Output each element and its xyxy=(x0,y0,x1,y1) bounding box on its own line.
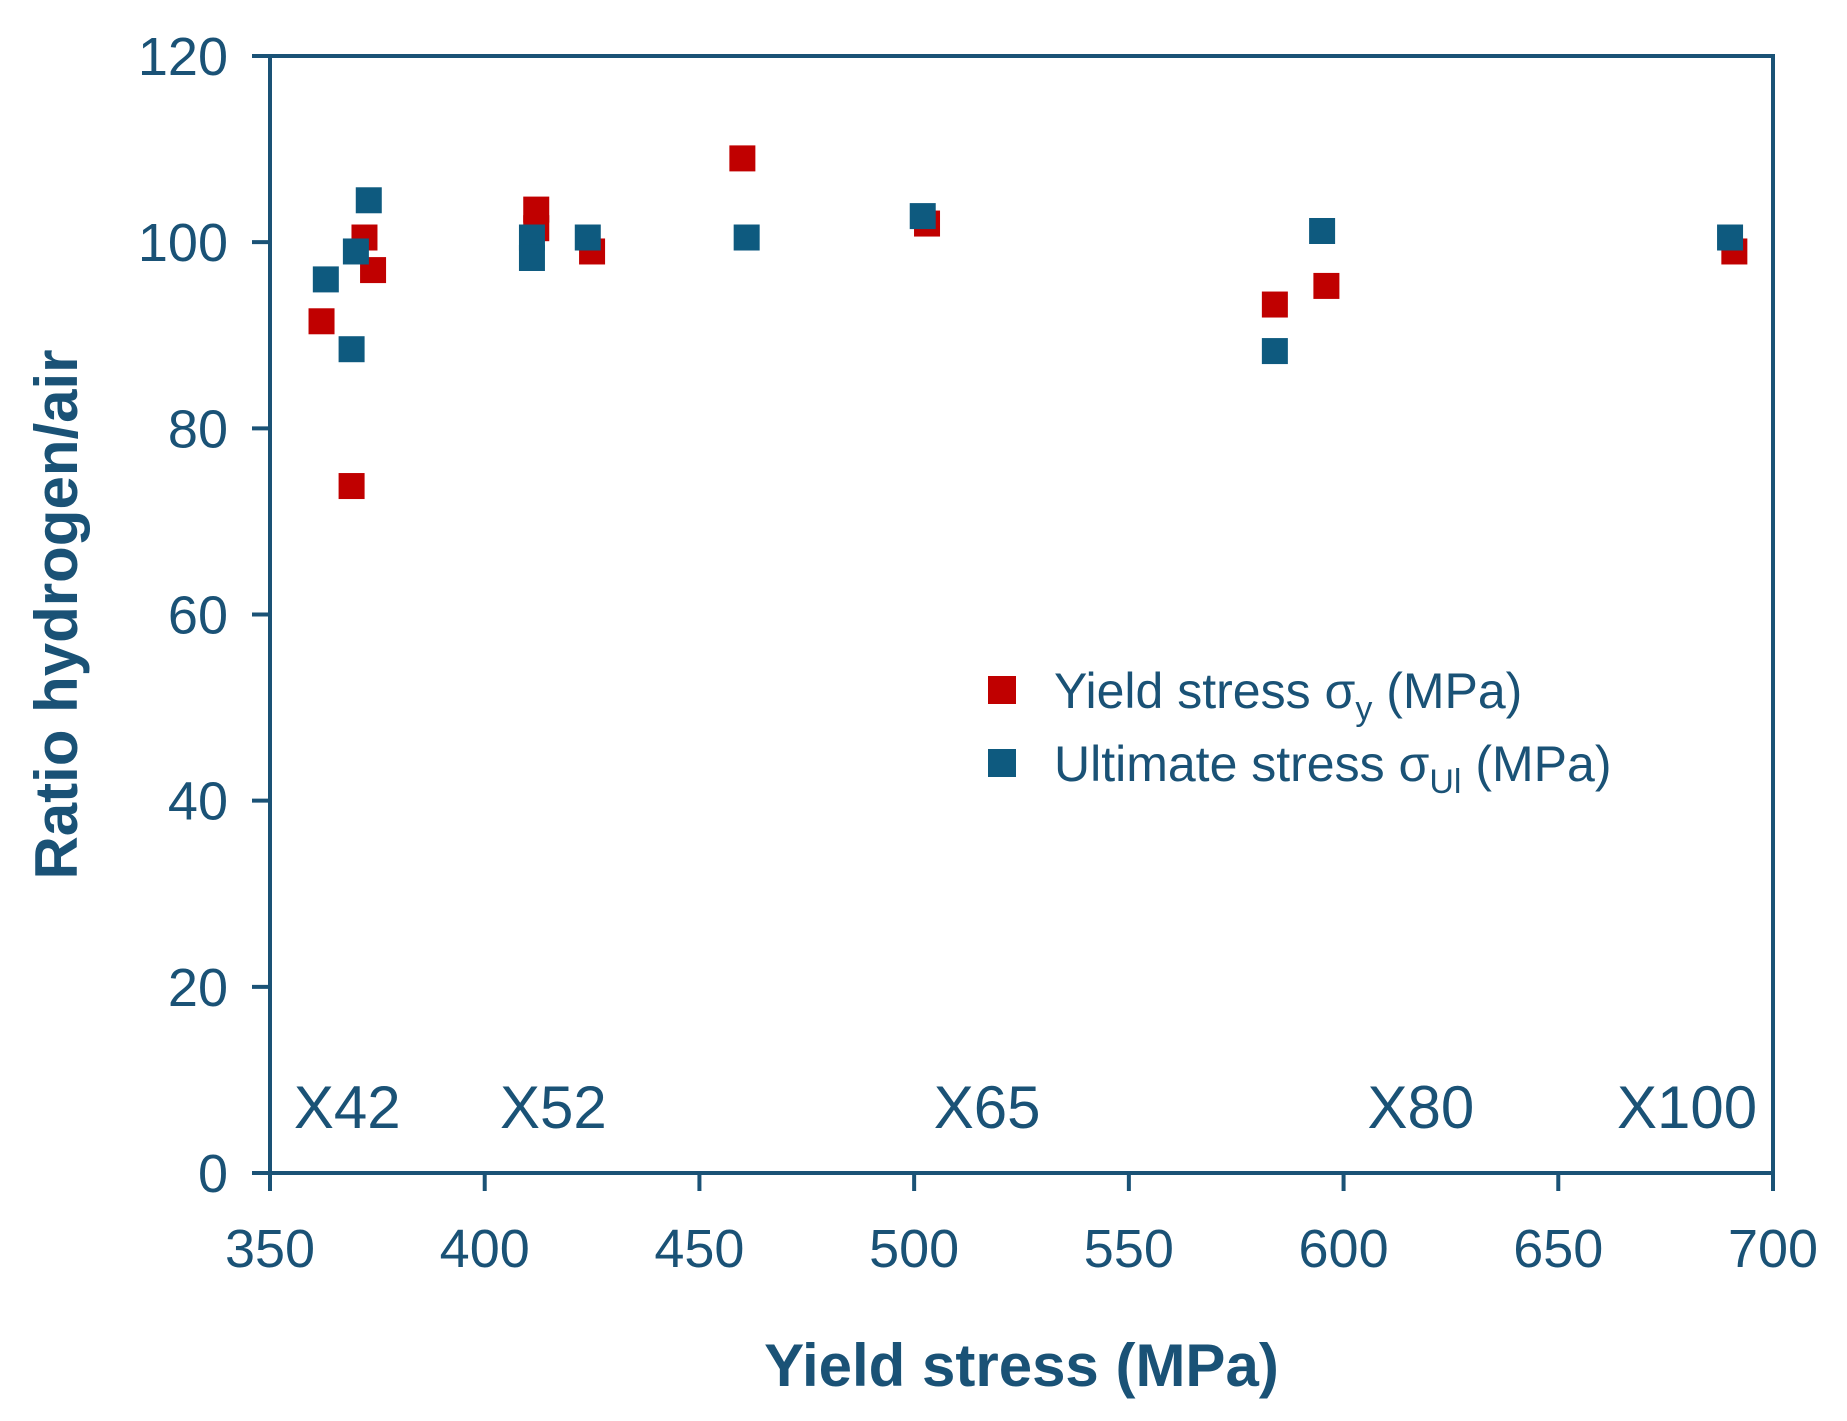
y-tick-label: 80 xyxy=(168,399,228,459)
grade-annotation: X80 xyxy=(1367,1074,1474,1141)
data-point-1 xyxy=(909,203,936,230)
y-tick-label: 20 xyxy=(168,958,228,1018)
data-point-0 xyxy=(308,308,335,335)
legend-marker xyxy=(988,749,1016,777)
grade-annotation: X65 xyxy=(934,1074,1041,1141)
grade-annotations: X42 X52 X65 X80 X100 xyxy=(294,1074,1757,1141)
data-point-0 xyxy=(729,145,756,172)
data-point-1 xyxy=(518,244,545,271)
data-point-0 xyxy=(1313,272,1340,299)
data-points xyxy=(308,145,1748,500)
x-tick-label: 400 xyxy=(440,1219,530,1279)
data-point-1 xyxy=(338,336,365,363)
x-tick-label: 550 xyxy=(1084,1219,1174,1279)
x-tick-label: 600 xyxy=(1299,1219,1389,1279)
data-point-1 xyxy=(312,266,339,293)
x-axis-ticks: 350 400 450 500 550 600 650 700 xyxy=(225,1173,1818,1279)
data-point-0 xyxy=(338,473,365,500)
x-tick-label: 350 xyxy=(225,1219,315,1279)
x-tick-label: 500 xyxy=(869,1219,959,1279)
y-tick-label: 120 xyxy=(138,27,228,87)
grade-annotation: X100 xyxy=(1617,1074,1757,1141)
y-tick-label: 0 xyxy=(198,1144,228,1204)
x-tick-label: 700 xyxy=(1728,1219,1818,1279)
grade-annotation: X42 xyxy=(294,1074,401,1141)
data-point-1 xyxy=(342,238,369,265)
data-point-1 xyxy=(1309,217,1336,244)
y-tick-label: 100 xyxy=(138,213,228,273)
data-point-1 xyxy=(1717,224,1744,251)
x-tick-label: 650 xyxy=(1513,1219,1603,1279)
plot-frame xyxy=(268,54,1775,1175)
data-point-1 xyxy=(1261,338,1288,365)
x-axis-title: Yield stress (MPa) xyxy=(764,1332,1279,1399)
data-point-0 xyxy=(1261,291,1288,318)
x-tick-label: 450 xyxy=(654,1219,744,1279)
legend-label: Ultimate stress σUl (MPa) xyxy=(1054,736,1611,801)
data-point-1 xyxy=(733,224,760,251)
legend-marker xyxy=(988,676,1016,704)
legend: Yield stress σy (MPa) Ultimate stress σUl… xyxy=(988,663,1611,801)
legend-label: Yield stress σy (MPa) xyxy=(1054,663,1522,728)
y-tick-label: 40 xyxy=(168,772,228,832)
data-point-1 xyxy=(355,187,382,214)
data-point-1 xyxy=(574,224,601,251)
y-axis-ticks: 0 20 40 60 80 100 120 xyxy=(138,27,270,1204)
y-axis-title: Ratio hydrogen/air xyxy=(23,349,90,879)
y-tick-label: 60 xyxy=(168,586,228,646)
grade-annotation: X52 xyxy=(500,1074,607,1141)
